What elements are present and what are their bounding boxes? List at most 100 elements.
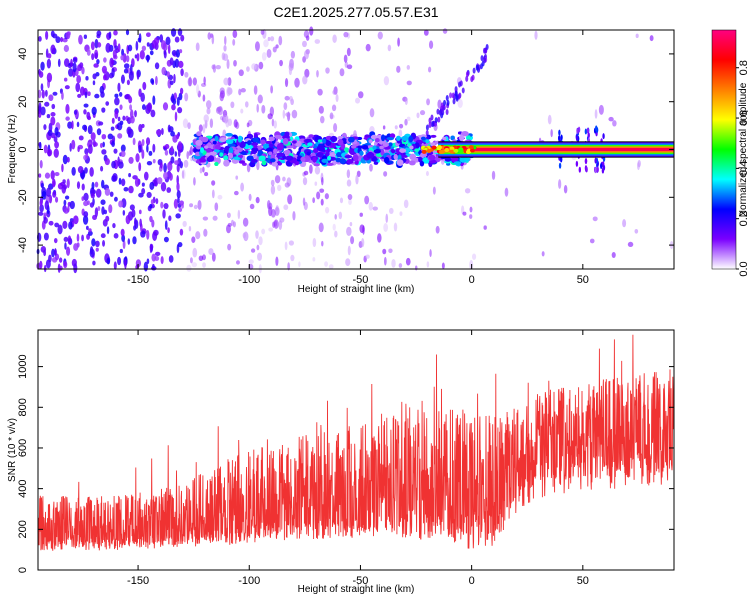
spectrogram-cell <box>38 71 44 78</box>
spectrogram-cell <box>134 217 137 227</box>
spectrogram-cell <box>288 95 293 102</box>
spectrogram-cell <box>141 188 146 195</box>
spectrogram-band-cell <box>373 161 379 165</box>
spectrogram-cell <box>52 91 58 96</box>
spectrogram-band-cell <box>253 144 258 149</box>
spectrogram-cell <box>635 33 639 39</box>
spectrogram-cell <box>63 77 68 82</box>
spectrogram-band-cell <box>430 142 436 147</box>
spectrogram-cell <box>145 32 151 38</box>
spectrogram-band-cell <box>380 149 385 156</box>
spectrogram-burst-cell <box>559 156 563 163</box>
spectrogram-line-blob <box>426 148 432 153</box>
spectrogram-cell <box>67 235 72 245</box>
spectrogram-band-cell <box>227 143 236 148</box>
spectrogram-band-cell <box>383 156 390 164</box>
spectrogram-cell <box>119 248 123 254</box>
spectrogram-band-cell <box>282 137 289 145</box>
spectrogram-cell <box>192 247 198 258</box>
spectrogram-band-cell <box>307 142 313 147</box>
spectrogram-cell <box>388 248 393 254</box>
spectrogram-band-cell <box>321 158 329 163</box>
spectrogram-cell <box>383 223 389 232</box>
spectrogram-cell <box>284 241 288 251</box>
spectrogram-y-tick-label: -40 <box>17 237 29 253</box>
spectrogram-cell <box>187 122 191 130</box>
spectrogram-cell <box>149 243 154 251</box>
snr-y-tick-label: 1000 <box>17 354 29 378</box>
spectrogram-streak-cell <box>451 92 455 99</box>
spectrogram-cell <box>50 170 55 180</box>
spectrogram-burst-cell <box>601 167 605 174</box>
spectrogram-cell <box>94 52 98 59</box>
spectrogram-cell <box>163 236 169 243</box>
spectrogram-cell <box>114 109 119 119</box>
spectrogram-cell <box>146 258 150 265</box>
spectrogram-cell <box>347 194 353 201</box>
spectrogram-cell <box>275 44 279 49</box>
spectrogram-streak-cell <box>437 116 441 123</box>
spectrogram-cell <box>346 169 351 179</box>
spectrogram-cell <box>233 190 239 196</box>
spectrogram-cell <box>389 207 394 215</box>
spectrogram-band-cell <box>346 158 354 164</box>
spectrogram-cell <box>339 197 344 204</box>
spectrogram-cell <box>138 162 142 172</box>
spectrogram-cell <box>165 36 171 46</box>
spectrogram-cell <box>425 171 429 177</box>
spectrogram-band-cell <box>215 144 221 150</box>
spectrogram-cell <box>113 261 117 270</box>
spectrogram-cell <box>287 194 293 205</box>
spectrogram-cell <box>95 247 99 252</box>
spectrogram-band-cell <box>268 136 275 142</box>
spectrogram-cell <box>211 180 216 186</box>
spectrogram-band-cell <box>337 135 344 140</box>
spectrogram-cell <box>94 181 99 188</box>
spectrogram-cell <box>163 162 167 173</box>
spectrogram-cell <box>170 28 177 37</box>
spectrogram-cell <box>161 128 164 136</box>
spectrogram-cell <box>230 101 235 109</box>
spectrogram-band-cell <box>276 143 284 150</box>
spectrogram-band-cell <box>261 160 267 166</box>
spectrogram-cell <box>405 257 411 266</box>
spectrogram-cell <box>155 198 159 205</box>
spectrogram-cell <box>120 228 125 237</box>
spectrogram-cell <box>99 142 103 149</box>
spectrogram-band-cell <box>195 139 203 146</box>
spectrogram-cell <box>63 261 68 269</box>
spectrogram-cell <box>303 170 309 176</box>
snr-y-tick-label: 400 <box>17 479 29 497</box>
spectrogram-cell <box>58 257 63 263</box>
spectrogram-burst-cell <box>558 129 561 136</box>
spectrogram-cell <box>48 194 53 204</box>
spectrogram-cell <box>53 148 59 158</box>
spectrogram-cell <box>176 133 180 140</box>
spectrogram-cell <box>178 207 183 213</box>
spectrogram-cell <box>211 34 215 45</box>
spectrogram-streak-cell <box>482 47 486 54</box>
spectrogram-cell <box>147 102 153 113</box>
spectrogram-cell <box>235 260 240 265</box>
spectrogram-cell <box>53 136 58 143</box>
spectrogram-cell <box>320 198 324 206</box>
spectrogram-cell <box>55 36 61 44</box>
spectrogram-cell <box>248 259 254 265</box>
spectrogram-cell <box>195 42 200 52</box>
spectrogram-band-cell <box>214 135 219 142</box>
spectrogram-line-blob <box>421 149 427 154</box>
spectrogram-line-blob <box>468 145 474 150</box>
colorbar-tick-label: 0.2 <box>738 211 750 226</box>
spectrogram-cell <box>263 39 269 48</box>
spectrogram-cell <box>107 133 114 140</box>
spectrogram-cell <box>50 112 56 117</box>
spectrogram-band-cell <box>286 145 294 149</box>
spectrogram-cell <box>179 87 184 95</box>
snr-y-tick-label: 200 <box>17 520 29 538</box>
spectrogram-cell <box>64 85 70 90</box>
spectrogram-band-cell <box>223 159 230 167</box>
spectrogram-cell <box>40 61 45 71</box>
spectrogram-cell <box>240 182 245 192</box>
spectrogram-cell <box>73 263 78 274</box>
spectrogram-band-cell <box>284 131 290 137</box>
